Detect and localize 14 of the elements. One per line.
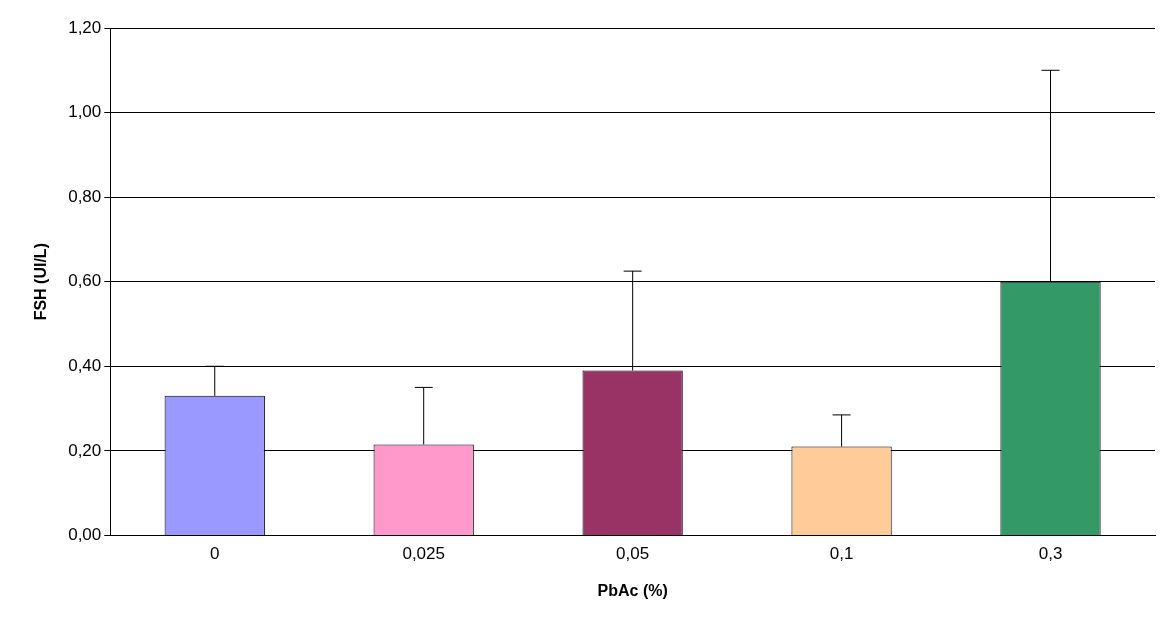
- x-tick-label: 0: [210, 544, 220, 564]
- y-tick-label: 0,40: [68, 355, 102, 375]
- x-axis-title: PbAc (%): [597, 581, 668, 599]
- x-tick-label: 0,05: [616, 544, 650, 564]
- x-tick-label: 0,3: [1038, 544, 1063, 564]
- y-tick-label: 1,20: [68, 17, 102, 37]
- y-tick-label: 0,20: [68, 440, 102, 460]
- y-tick-label: 0,60: [68, 271, 102, 291]
- x-tick-label: 0,1: [829, 544, 854, 564]
- y-tick-label: 1,00: [68, 102, 102, 122]
- y-tick-label: 0,80: [68, 186, 102, 206]
- x-tick-label: 0,025: [402, 544, 445, 564]
- y-axis-title: FSH (UI/L): [32, 243, 50, 321]
- y-tick-label: 0,00: [68, 525, 102, 545]
